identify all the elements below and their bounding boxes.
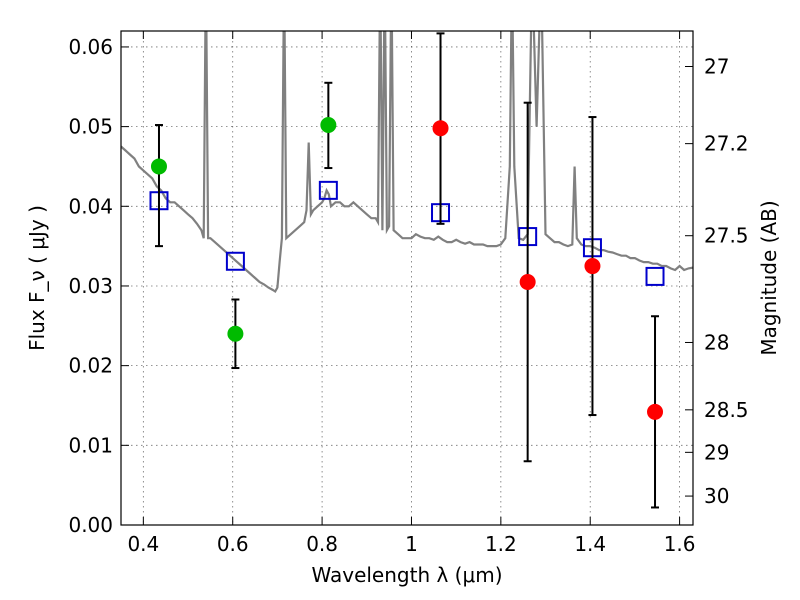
y-tick-label: 0.03	[68, 274, 113, 298]
model-photometry-square	[645, 266, 665, 286]
low-significance-point	[432, 120, 449, 137]
x-tick-label: 1.2	[485, 532, 517, 556]
x-axis-label: Wavelength λ (μm)	[311, 563, 502, 587]
grid	[121, 31, 693, 526]
y2-tick-label: 29	[704, 440, 729, 464]
y-tick-label: 0.01	[68, 433, 113, 457]
y2-axis-label: Magnitude (AB)	[757, 200, 781, 355]
plot-frame	[120, 30, 694, 526]
plot-area	[121, 31, 693, 509]
detection-point	[320, 117, 337, 134]
y-tick-label: 0.06	[68, 35, 113, 59]
y-tick-label: 0.04	[68, 194, 113, 218]
x-tick-label: 0.6	[217, 532, 249, 556]
low-significance-point	[584, 258, 601, 275]
y2-tick-label: 27	[704, 55, 729, 79]
low-significance-point	[519, 273, 536, 290]
low-significance-point	[647, 403, 664, 420]
y-tick-label: 0.05	[68, 115, 113, 139]
markers	[149, 32, 665, 509]
x-tick-label: 0.4	[127, 532, 159, 556]
y-tick-label: 0.00	[68, 513, 113, 537]
y2-tick-label: 28.5	[704, 398, 749, 422]
x-tick-label: 1.6	[664, 532, 696, 556]
y2-tick-label: 30	[704, 484, 729, 508]
x-tick-label: 1.4	[574, 532, 606, 556]
detection-point	[227, 325, 244, 342]
y2-tick-label: 27.2	[704, 132, 749, 156]
detection-point	[150, 158, 167, 175]
model-spectrum-line	[121, 31, 693, 294]
x-tick-label: 1	[405, 532, 418, 556]
x-tick-label: 0.8	[306, 532, 338, 556]
model-photometry-square	[318, 180, 338, 200]
y2-tick-label: 28	[704, 330, 729, 354]
y-tick-label: 0.02	[68, 354, 113, 378]
y-axis-label: Flux F_ν ( μJy )	[25, 205, 49, 351]
axis-ticks: 0.4 0.6 0.8 1 1.2 1.4 1.6 0.00 0.01 0.02 0.03 0.04 0…	[68, 31, 749, 556]
model-photometry-square	[225, 251, 245, 271]
y2-tick-label: 27.5	[704, 224, 749, 248]
